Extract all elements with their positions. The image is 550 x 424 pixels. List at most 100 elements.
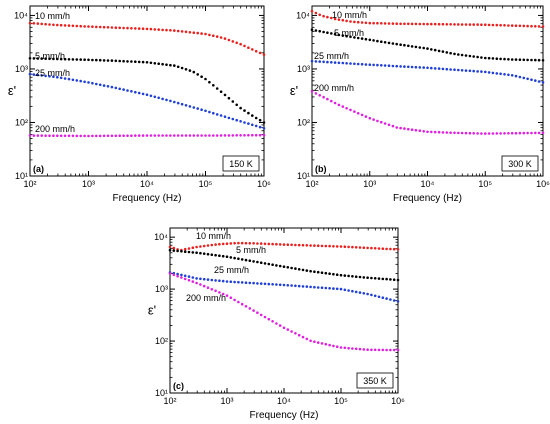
data-point xyxy=(376,119,379,123)
data-point xyxy=(204,134,207,137)
data-point xyxy=(204,109,207,113)
data-point xyxy=(210,253,214,256)
data-point xyxy=(180,102,184,106)
data-point xyxy=(248,242,252,245)
data-point xyxy=(301,243,305,247)
data-point xyxy=(372,21,375,25)
data-point xyxy=(157,134,160,137)
data-point xyxy=(324,244,328,248)
data-point xyxy=(243,121,246,124)
data-point xyxy=(229,280,233,284)
data-point xyxy=(282,265,286,269)
data-point xyxy=(518,75,522,79)
data-point xyxy=(59,57,63,61)
data-point xyxy=(180,250,183,253)
data-point xyxy=(32,134,36,137)
data-point xyxy=(349,62,352,65)
data-point xyxy=(362,292,366,295)
data-point xyxy=(199,251,202,255)
data-point xyxy=(83,58,86,61)
data-point xyxy=(122,134,125,137)
data-point xyxy=(316,286,320,289)
data-point xyxy=(118,134,121,137)
data-point xyxy=(310,28,314,32)
data-point xyxy=(464,69,468,72)
data-point xyxy=(188,105,192,108)
data-point xyxy=(214,279,217,282)
data-point xyxy=(480,132,483,135)
data-point xyxy=(192,134,196,137)
data-point xyxy=(414,45,418,49)
data-point xyxy=(91,81,94,85)
data-point xyxy=(341,18,345,22)
series-label: 5 mm/h xyxy=(35,51,65,61)
data-point xyxy=(233,280,236,284)
data-point xyxy=(229,242,233,245)
data-point xyxy=(200,32,203,35)
data-point xyxy=(507,24,510,27)
data-point xyxy=(248,259,252,263)
data-point xyxy=(358,246,362,249)
data-point xyxy=(530,131,533,135)
data-point xyxy=(247,46,250,49)
data-point xyxy=(392,348,396,352)
data-point xyxy=(225,242,229,245)
data-point xyxy=(526,58,529,62)
data-point xyxy=(345,34,348,38)
data-point xyxy=(258,133,262,137)
data-point xyxy=(87,134,90,138)
data-point xyxy=(495,23,499,27)
data-point xyxy=(102,25,106,29)
data-point xyxy=(395,64,399,68)
data-point xyxy=(210,278,214,282)
data-point xyxy=(476,23,479,26)
data-point xyxy=(418,129,422,132)
data-point xyxy=(251,123,254,127)
data-point xyxy=(134,60,137,63)
data-point xyxy=(187,279,191,282)
data-point xyxy=(282,326,286,330)
data-point xyxy=(221,279,225,283)
data-point xyxy=(514,131,518,135)
data-point xyxy=(484,132,487,135)
series-5-mm-h xyxy=(168,248,400,282)
data-point xyxy=(364,37,368,41)
data-point xyxy=(437,22,441,26)
data-point xyxy=(339,287,343,291)
data-point xyxy=(433,48,437,52)
series-10-mm-h xyxy=(168,241,400,252)
data-point xyxy=(122,26,125,30)
series-5-mm-h xyxy=(28,57,266,124)
data-point xyxy=(377,295,381,299)
data-point xyxy=(422,130,426,133)
series-label: 25 mm/h xyxy=(314,51,349,61)
data-point xyxy=(243,44,246,48)
data-point xyxy=(366,292,369,296)
data-point xyxy=(195,277,198,280)
data-point xyxy=(332,344,335,348)
data-point xyxy=(337,18,341,21)
data-point xyxy=(141,134,145,137)
data-point xyxy=(351,245,354,249)
data-point xyxy=(534,58,537,62)
data-point xyxy=(426,66,429,70)
data-point xyxy=(237,241,240,245)
data-point xyxy=(183,250,187,253)
data-point xyxy=(484,70,487,74)
data-point xyxy=(541,25,545,28)
data-point xyxy=(328,287,331,290)
data-point xyxy=(530,24,533,28)
data-point xyxy=(231,134,235,137)
data-point xyxy=(71,78,75,82)
x-tick-label: 10⁶ xyxy=(536,179,550,189)
data-point xyxy=(370,293,373,297)
data-point xyxy=(56,134,59,137)
data-point xyxy=(240,302,244,306)
data-point xyxy=(381,247,385,250)
data-point xyxy=(267,262,271,266)
data-point xyxy=(381,348,385,352)
data-point xyxy=(418,22,422,26)
data-point xyxy=(137,134,141,137)
data-point xyxy=(180,273,183,277)
